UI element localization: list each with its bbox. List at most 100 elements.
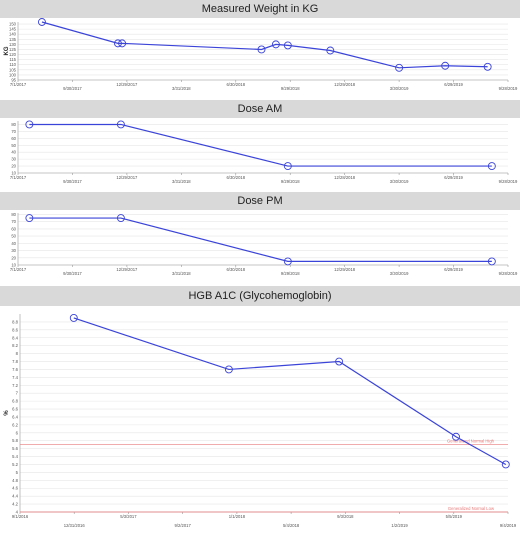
x-tick-label: 6/29/2019 xyxy=(444,267,463,272)
series-line xyxy=(73,317,507,466)
y-tick-label: 125 xyxy=(9,47,17,52)
y-tick-label: 6.8 xyxy=(12,399,18,404)
y-tick-label: 40 xyxy=(11,241,16,246)
y-tick-label: 70 xyxy=(11,219,16,224)
reference-line-label: Generalized Normal High xyxy=(447,439,495,444)
y-tick-label: 70 xyxy=(11,129,16,134)
data-point xyxy=(283,41,292,50)
y-tick-label: 8.8 xyxy=(12,319,18,324)
data-point xyxy=(283,257,292,266)
data-point xyxy=(37,18,46,26)
x-tick-label: 12/31/2016 xyxy=(64,523,86,528)
y-tick-label: 5.8 xyxy=(12,438,18,443)
y-tick-label: 30 xyxy=(11,157,16,162)
y-tick-label: 5 xyxy=(16,470,19,475)
y-tick-label: 120 xyxy=(9,52,17,57)
y-tick-label: 6 xyxy=(16,430,19,435)
data-point xyxy=(452,432,460,441)
y-tick-label: 10 xyxy=(11,171,16,176)
y-tick-label: 130 xyxy=(9,42,17,47)
data-point xyxy=(271,40,280,49)
chart-title: Measured Weight in KG xyxy=(0,0,520,18)
y-tick-label: 8 xyxy=(16,351,19,356)
data-point xyxy=(113,39,122,48)
chart-title: Dose PM xyxy=(0,192,520,210)
data-point xyxy=(224,365,233,374)
y-tick-label: 80 xyxy=(11,212,16,217)
x-tick-label: 6/29/2019 xyxy=(444,82,463,87)
x-tick-label: 9/29/2018 xyxy=(281,271,300,276)
x-tick-label: 12/29/2018 xyxy=(334,82,356,87)
chart-title: HGB A1C (Glycohemoglobin) xyxy=(0,286,520,306)
data-point xyxy=(116,120,125,129)
data-point xyxy=(335,357,344,366)
y-tick-label: 20 xyxy=(11,164,16,169)
y-tick-label: 60 xyxy=(11,226,16,231)
x-tick-label: 6/30/2018 xyxy=(226,82,245,87)
x-tick-label: 3/31/2018 xyxy=(172,86,191,91)
y-tick-label: 80 xyxy=(11,122,16,127)
x-tick-label: 5/4/2018 xyxy=(283,523,300,528)
y-tick-label: 145 xyxy=(9,27,17,32)
y-tick-label: 4 xyxy=(16,510,19,515)
x-tick-label: 3/30/2019 xyxy=(390,271,409,276)
data-point xyxy=(395,63,404,72)
y-tick-label: 8.6 xyxy=(12,327,18,332)
y-tick-label: 140 xyxy=(9,32,17,37)
x-tick-label: 3/31/2018 xyxy=(172,179,191,184)
chart-title: Dose AM xyxy=(0,100,520,118)
y-tick-label: 100 xyxy=(9,72,17,77)
x-tick-label: 5/5/2019 xyxy=(446,514,463,519)
x-tick-label: 9/1/2016 xyxy=(12,514,29,519)
y-tick-label: 4.8 xyxy=(12,478,18,483)
y-tick-label: 4.6 xyxy=(12,486,18,491)
dose-am-chart: 10 20 30 40 50 60 70 80 7/1/2017 9/30/2017 12/29/2… xyxy=(10,120,518,184)
x-tick-label: 12/29/2017 xyxy=(116,82,138,87)
hgb-a1c-chart-panel: HGB A1C (Glycohemoglobin) 4 4.2 4.4 4.6 4.8 5… xyxy=(0,286,520,543)
x-tick-label: 3/30/2019 xyxy=(390,179,409,184)
hgb-a1c-chart: 4 4.2 4.4 4.6 4.8 5 5.2 5.4 5.6 5.8 6 6.2 6.4 6.6 6.8 7… xyxy=(4,314,517,528)
x-tick-label: 9/4/2019 xyxy=(500,523,517,528)
x-tick-label: 12/28/2018 xyxy=(334,175,356,180)
x-tick-label: 12/29/2018 xyxy=(334,267,356,272)
data-point xyxy=(283,162,292,171)
reference-line-label: Generalized Normal Low xyxy=(448,506,495,511)
x-tick-label: 9/30/2017 xyxy=(63,179,82,184)
y-tick-label: 60 xyxy=(11,136,16,141)
x-tick-label: 9/29/2018 xyxy=(281,179,300,184)
y-tick-label: 110 xyxy=(9,62,16,67)
y-tick-label: 30 xyxy=(11,248,16,253)
data-point xyxy=(116,214,125,223)
x-tick-label: 5/3/2017 xyxy=(120,514,137,519)
y-tick-label: 8.4 xyxy=(12,335,18,340)
data-point xyxy=(25,120,34,129)
y-tick-label: 135 xyxy=(9,37,17,42)
weight-chart-panel: Measured Weight in KG 95 100 105 110 115 120 1… xyxy=(0,0,520,100)
x-tick-label: 9/29/2018 xyxy=(281,86,300,91)
y-tick-label: 50 xyxy=(11,234,16,239)
x-tick-label: 7/1/2017 xyxy=(10,82,27,87)
x-tick-label: 1/1/2018 xyxy=(229,514,246,519)
y-tick-label: 4.2 xyxy=(12,502,18,507)
x-tick-label: 6/29/2019 xyxy=(444,175,463,180)
dose-am-chart-panel: Dose AM 10 20 30 40 50 60 70 80 7/1/2017 9/30/201… xyxy=(0,100,520,192)
dose-pm-chart: 10 20 30 40 50 60 70 80 7/1/2017 9/30/2017 12/29/2… xyxy=(10,212,518,276)
x-tick-label: 12/29/2017 xyxy=(116,175,138,180)
y-tick-label: 50 xyxy=(11,143,16,148)
y-tick-label: 7 xyxy=(16,391,19,396)
x-tick-label: 7/1/2017 xyxy=(10,267,27,272)
y-tick-label: 7.2 xyxy=(12,383,18,388)
y-tick-label: 5.2 xyxy=(12,462,18,467)
series-line xyxy=(29,217,492,262)
data-point xyxy=(326,46,335,55)
y-tick-label: 40 xyxy=(11,150,16,155)
data-point xyxy=(487,257,496,266)
y-axis-title: % xyxy=(4,410,10,416)
x-tick-label: 1/2/2019 xyxy=(391,523,408,528)
series-line xyxy=(41,21,488,69)
y-tick-label: 5.4 xyxy=(12,454,18,459)
x-tick-label: 9/3/2018 xyxy=(337,514,354,519)
y-tick-label: 6.2 xyxy=(12,422,18,427)
data-point xyxy=(501,460,510,469)
